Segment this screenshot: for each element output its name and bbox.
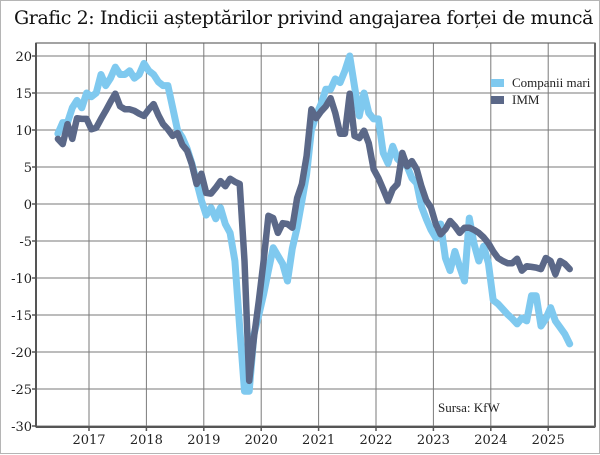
x-tick-label: 2022 bbox=[359, 433, 392, 448]
legend-label: IMM bbox=[512, 92, 540, 107]
x-tick-label: 2020 bbox=[245, 433, 278, 448]
y-tick-label: -5 bbox=[19, 235, 32, 250]
y-tick-label: 15 bbox=[15, 87, 32, 102]
y-tick-label: -20 bbox=[11, 346, 32, 361]
x-tick-label: 2024 bbox=[474, 433, 507, 448]
x-tick-label: 2021 bbox=[302, 433, 335, 448]
y-tick-label: -30 bbox=[11, 420, 32, 435]
y-tick-label: 5 bbox=[24, 161, 32, 176]
x-tick-label: 2023 bbox=[417, 433, 450, 448]
legend-swatch bbox=[491, 79, 504, 87]
y-tick-label: -25 bbox=[11, 383, 32, 398]
legend-label: Companii mari bbox=[512, 75, 591, 90]
x-tick-label: 2019 bbox=[187, 433, 220, 448]
y-tick-label: 10 bbox=[15, 124, 32, 139]
x-tick-label: 2018 bbox=[130, 433, 163, 448]
x-tick-label: 2025 bbox=[532, 433, 565, 448]
y-tick-label: -15 bbox=[11, 309, 32, 324]
y-tick-label: 20 bbox=[15, 50, 32, 65]
source-note: Sursa: KfW bbox=[438, 400, 500, 415]
y-tick-label: -10 bbox=[11, 272, 32, 287]
x-tick-label: 2017 bbox=[72, 433, 105, 448]
legend-swatch bbox=[491, 96, 504, 104]
y-tick-label: 0 bbox=[24, 198, 32, 213]
